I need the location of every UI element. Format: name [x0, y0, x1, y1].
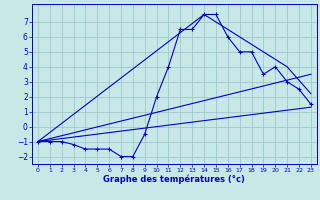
X-axis label: Graphe des températures (°c): Graphe des températures (°c) [103, 175, 245, 184]
